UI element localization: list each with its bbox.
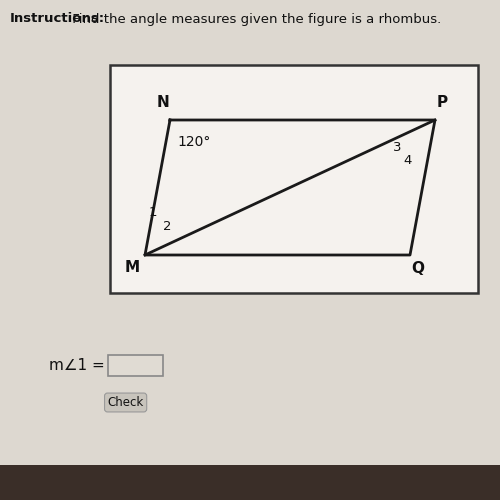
Text: m∠1 =: m∠1 = <box>49 358 105 372</box>
Bar <box>108 355 162 376</box>
Text: 2: 2 <box>163 220 172 232</box>
Text: 120°: 120° <box>178 136 211 149</box>
Text: N: N <box>156 95 169 110</box>
Text: Q: Q <box>411 261 424 276</box>
Text: Find the angle measures given the figure is a rhombus.: Find the angle measures given the figure… <box>68 12 441 26</box>
Text: P: P <box>437 95 448 110</box>
Text: 1: 1 <box>148 206 157 219</box>
Text: Check: Check <box>108 396 144 409</box>
Text: Instructions:: Instructions: <box>10 12 105 26</box>
Bar <box>110 65 478 292</box>
Text: M: M <box>125 260 140 275</box>
Bar <box>0 465 500 500</box>
Text: 4: 4 <box>404 154 411 168</box>
Text: 3: 3 <box>393 141 402 154</box>
